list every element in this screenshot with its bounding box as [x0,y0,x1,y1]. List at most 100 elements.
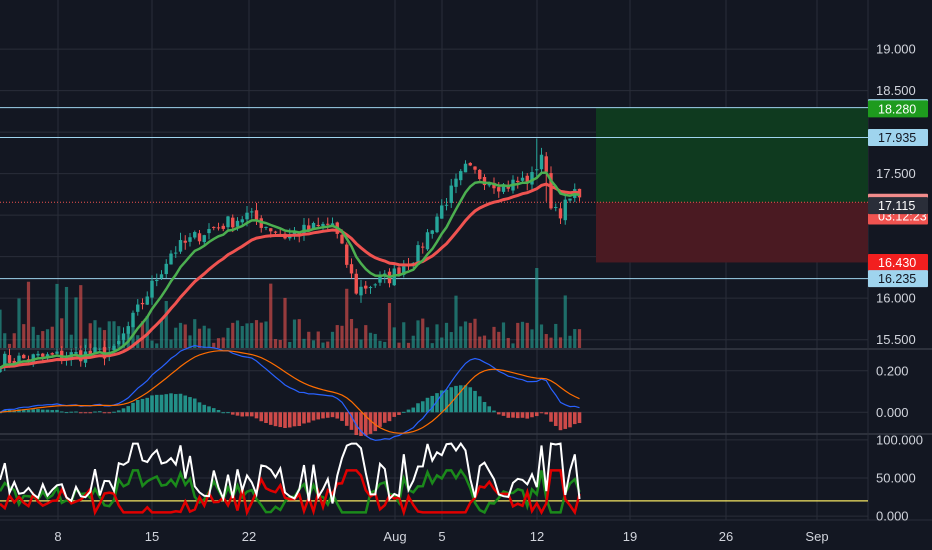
candle-body [131,312,135,328]
oscillator-tick-label: 50.000 [876,471,916,486]
macd-histogram-bar [553,412,558,426]
candle-body [468,162,472,166]
price-marker-box [868,270,928,288]
macd-signal-line [0,350,580,434]
candle-body [202,235,206,243]
macd-histogram-bar [135,399,140,413]
macd-histogram-bar [468,387,473,413]
volume-bar [288,341,292,348]
macd-histogram-bar [183,395,188,413]
macd-histogram-bar [207,406,211,413]
volume-bar [235,320,240,348]
volume-bar [45,329,50,348]
candle-body [240,219,244,223]
volume-bar [520,321,525,348]
macd-histogram-bar [325,412,330,418]
price-tick-label: 15.500 [876,332,916,347]
macd-histogram-bar [392,412,397,417]
macd-histogram-bar [501,412,506,416]
macd-histogram-bar [188,397,192,413]
macd-histogram-bar [397,412,401,415]
candle-body [349,264,354,274]
volume-bar [245,323,249,348]
x-tick-label: 5 [438,529,445,544]
candle-body [3,353,7,367]
candle-body [74,351,78,354]
candle-body [421,246,425,248]
volume-bar [216,338,221,348]
macd-tick-label: 0.000 [876,405,909,420]
volume-bar [378,340,382,348]
volume-bar [159,320,164,348]
macd-histogram-bar [116,410,121,413]
candle-body [425,232,430,250]
candle-body [41,353,45,357]
candle-body [22,354,26,359]
volume-bar [478,336,482,348]
candle-body [497,187,501,192]
macd-histogram-bar [520,412,525,418]
volume-bar [50,326,54,348]
volume-bar [335,325,339,348]
volume-bar [535,268,539,348]
candle-body [193,232,197,238]
macd-histogram-bar [340,412,344,421]
macd-histogram-bar [330,412,335,418]
volume-bar [530,329,534,348]
volume-bar [269,283,273,348]
macd-histogram [0,385,582,436]
candle-body [307,225,311,231]
price-marker-stop: 16.430 [868,253,928,271]
candle-body [440,205,444,219]
volume-bar [459,326,463,348]
macd-histogram-bar [430,395,435,413]
volume-bar [140,321,145,348]
price-marker-box [868,100,928,118]
candle-body [254,210,259,221]
candle-body [117,341,121,344]
macd-histogram-bar [169,393,173,413]
macd-histogram-bar [126,406,131,413]
macd-histogram-bar [335,412,340,419]
candle-body [121,333,126,340]
candle-body [535,169,539,171]
x-tick-label: Aug [383,529,406,544]
volume-bar [321,342,325,348]
macd-histogram-bar [235,412,240,416]
volume-bar [392,327,396,348]
candle-body [354,273,358,294]
candle-body [207,228,211,234]
volume-bar [212,342,216,348]
volume-bar [326,341,330,348]
volume-bar [525,322,529,348]
candle-body [359,286,363,296]
candle-body [159,274,164,279]
macd-histogram-bar [202,404,207,413]
macd-histogram-bar [349,412,354,430]
volume-bar [501,322,506,348]
macd-histogram-bar [378,412,382,427]
volume-bar [26,281,31,348]
oscillator-tick-label: 100.000 [876,432,923,447]
volume-bar [563,295,567,348]
volume-bar [221,337,225,348]
candle-body [549,173,553,209]
volume-bar [497,331,501,348]
candle-body [98,348,102,350]
macd-histogram-bar [278,412,283,428]
volume-bar [193,319,197,348]
volume-bar [330,331,335,348]
macd-histogram-bar [97,411,102,413]
oscillator-adx-line [0,441,581,504]
volume-bar [79,285,83,348]
macd-histogram-bar [259,412,264,422]
candle-body [544,156,548,172]
volume-bar [297,319,301,348]
volume-bar [41,331,45,348]
macd-histogram-bar [36,409,40,413]
macd-histogram-bar [249,412,254,417]
macd-histogram-bar [83,412,88,414]
volume-bar [12,333,16,348]
